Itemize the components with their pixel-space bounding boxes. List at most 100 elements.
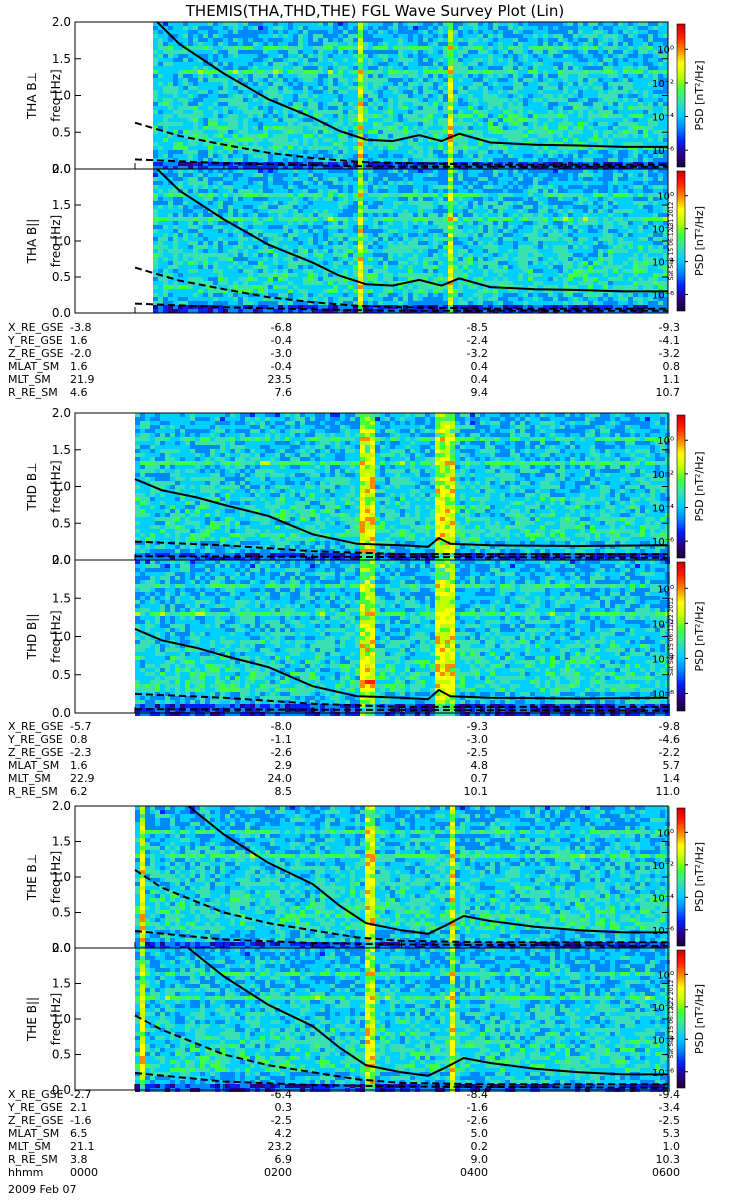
panel-label: THD B⊥: [25, 462, 39, 511]
colorbar-tick-label: 10⁻⁴: [652, 504, 674, 515]
ephemeris-label: hhmm: [8, 1166, 43, 1179]
ephemeris-label: MLAT_SM: [8, 360, 59, 373]
ephemeris-value: 21.1: [70, 1140, 95, 1153]
ephemeris-value: 1.4: [663, 772, 681, 785]
colorbar-label: PSD [nT²/Hz]: [693, 984, 706, 1054]
y-tick-label: 0.5: [52, 1048, 71, 1062]
y-tick-label: 1.5: [52, 977, 71, 991]
ephemeris-value: 7.6: [275, 386, 293, 399]
ephemeris-value: 22.9: [70, 772, 95, 785]
colorbar-tick-label: 10⁻⁶: [652, 537, 674, 548]
ephemeris-row: MLT_SM 21.1 23.2 0.2 1.0: [0, 1140, 750, 1153]
ephemeris-label: MLT_SM: [8, 373, 51, 386]
panel-label: THA B||: [25, 219, 39, 265]
ephemeris-value: -6.4: [271, 1088, 292, 1101]
colorbar: [677, 415, 685, 558]
colorbar-tick-label: 10⁻⁶: [652, 689, 674, 700]
ephemeris-value: 5.0: [471, 1127, 489, 1140]
spectrogram-cells: [153, 22, 668, 170]
ephemeris-label: R_RE_SM: [8, 386, 58, 399]
colorbar-tick-label: 10⁰: [657, 192, 674, 203]
ephemeris-value: 1.1: [663, 373, 681, 386]
ephemeris-label: MLT_SM: [8, 772, 51, 785]
ephemeris-value: 4.8: [471, 759, 489, 772]
ephemeris-value: -2.3: [70, 746, 91, 759]
ephemeris-value: 9.4: [471, 386, 489, 399]
ephemeris-value: -0.4: [271, 360, 292, 373]
ephemeris-value: -2.7: [70, 1088, 91, 1101]
ephemeris-row: R_RE_SM 3.8 6.9 9.0 10.3: [0, 1153, 750, 1166]
colorbar-tick-label: 10⁻⁴: [652, 113, 674, 124]
ephemeris-row: Z_RE_GSE -2.0 -3.0 -3.2 -3.2: [0, 347, 750, 360]
colorbar-label: PSD [nT²/Hz]: [693, 842, 706, 912]
ephemeris-row: MLAT_SM 6.5 4.2 5.0 5.3: [0, 1127, 750, 1140]
ephemeris-value: -1.6: [467, 1101, 488, 1114]
colorbar-tick-label: 10⁰: [657, 828, 674, 839]
y-axis-label: freq [Hz]: [49, 460, 63, 512]
ephemeris-value: -5.7: [70, 720, 91, 733]
y-tick-label: 1.5: [52, 443, 71, 457]
ephemeris-value: 0200: [264, 1166, 292, 1179]
ephemeris-row: Z_RE_GSE -2.3 -2.6 -2.5 -2.2: [0, 746, 750, 759]
ephemeris-value: 6.5: [70, 1127, 88, 1140]
ephemeris-value: -3.0: [271, 347, 292, 360]
y-tick-label: 0.0: [52, 306, 71, 320]
ephemeris-value: -1.1: [271, 733, 292, 746]
panel-label: THD B||: [25, 614, 39, 661]
y-axis-label: freq [Hz]: [49, 69, 63, 121]
colorbar: [677, 808, 685, 946]
ephemeris-value: 21.9: [70, 373, 95, 386]
timestamp: Sat Sep 15 06:12:22 2012: [668, 980, 675, 1059]
ephemeris-value: -8.0: [271, 720, 292, 733]
ephemeris-value: -3.2: [659, 347, 680, 360]
ephemeris-row: MLT_SM 21.9 23.5 0.4 1.1: [0, 373, 750, 386]
ephemeris-value: -6.8: [271, 321, 292, 334]
ephemeris-value: 24.0: [268, 772, 293, 785]
spectrogram-cells: [135, 413, 670, 561]
ephemeris-value: 0000: [70, 1166, 98, 1179]
y-tick-label: 2.0: [52, 553, 71, 567]
ephemeris-row: X_RE_GSE -3.8 -6.8 -8.5 -9.3: [0, 321, 750, 334]
colorbar-label: PSD [nT²/Hz]: [693, 206, 706, 276]
colorbar-tick-label: 10⁰: [657, 436, 674, 447]
ephemeris-value: -2.5: [467, 746, 488, 759]
spectrogram-cells: [153, 169, 668, 313]
y-axis-label: freq [Hz]: [49, 993, 63, 1045]
ephemeris-value: 0.4: [471, 360, 489, 373]
ephemeris-value: -2.6: [271, 746, 292, 759]
ephemeris-label: MLT_SM: [8, 1140, 51, 1153]
ephemeris-value: -2.4: [467, 334, 488, 347]
ephemeris-value: -1.6: [70, 1114, 91, 1127]
ephemeris-label: MLAT_SM: [8, 1127, 59, 1140]
ephemeris-label: X_RE_GSE: [8, 720, 64, 733]
y-tick-label: 1.5: [52, 52, 71, 66]
y-tick-label: 0.5: [52, 516, 71, 530]
y-tick-label: 2.0: [52, 162, 71, 176]
ephemeris-label: Y_RE_GSE: [8, 1101, 63, 1114]
colorbar-label: PSD [nT²/Hz]: [693, 601, 706, 671]
colorbar-label: PSD [nT²/Hz]: [693, 60, 706, 130]
ephemeris-value: -2.5: [271, 1114, 292, 1127]
colorbar-tick-label: 10⁻²: [652, 79, 674, 90]
ephemeris-value: -2.0: [70, 347, 91, 360]
ephemeris-label: X_RE_GSE: [8, 321, 64, 334]
ephemeris-value: -2.6: [467, 1114, 488, 1127]
y-tick-label: 0.5: [52, 668, 71, 682]
ephemeris-label: Y_RE_GSE: [8, 733, 63, 746]
y-axis-label: freq [Hz]: [49, 215, 63, 267]
colorbar-tick-label: 10⁰: [657, 45, 674, 56]
colorbar-tick-label: 10⁻²: [652, 470, 674, 481]
ephemeris-value: 5.3: [663, 1127, 681, 1140]
ephemeris-value: -0.4: [271, 334, 292, 347]
colorbar-tick-label: 10⁻⁶: [652, 146, 674, 157]
colorbar: [677, 562, 685, 711]
colorbar-tick-label: 10⁻⁴: [652, 893, 674, 904]
ephemeris-value: -2.5: [659, 1114, 680, 1127]
ephemeris-row: X_RE_GSE -2.7 -6.4 -8.4 -9.4: [0, 1088, 750, 1101]
